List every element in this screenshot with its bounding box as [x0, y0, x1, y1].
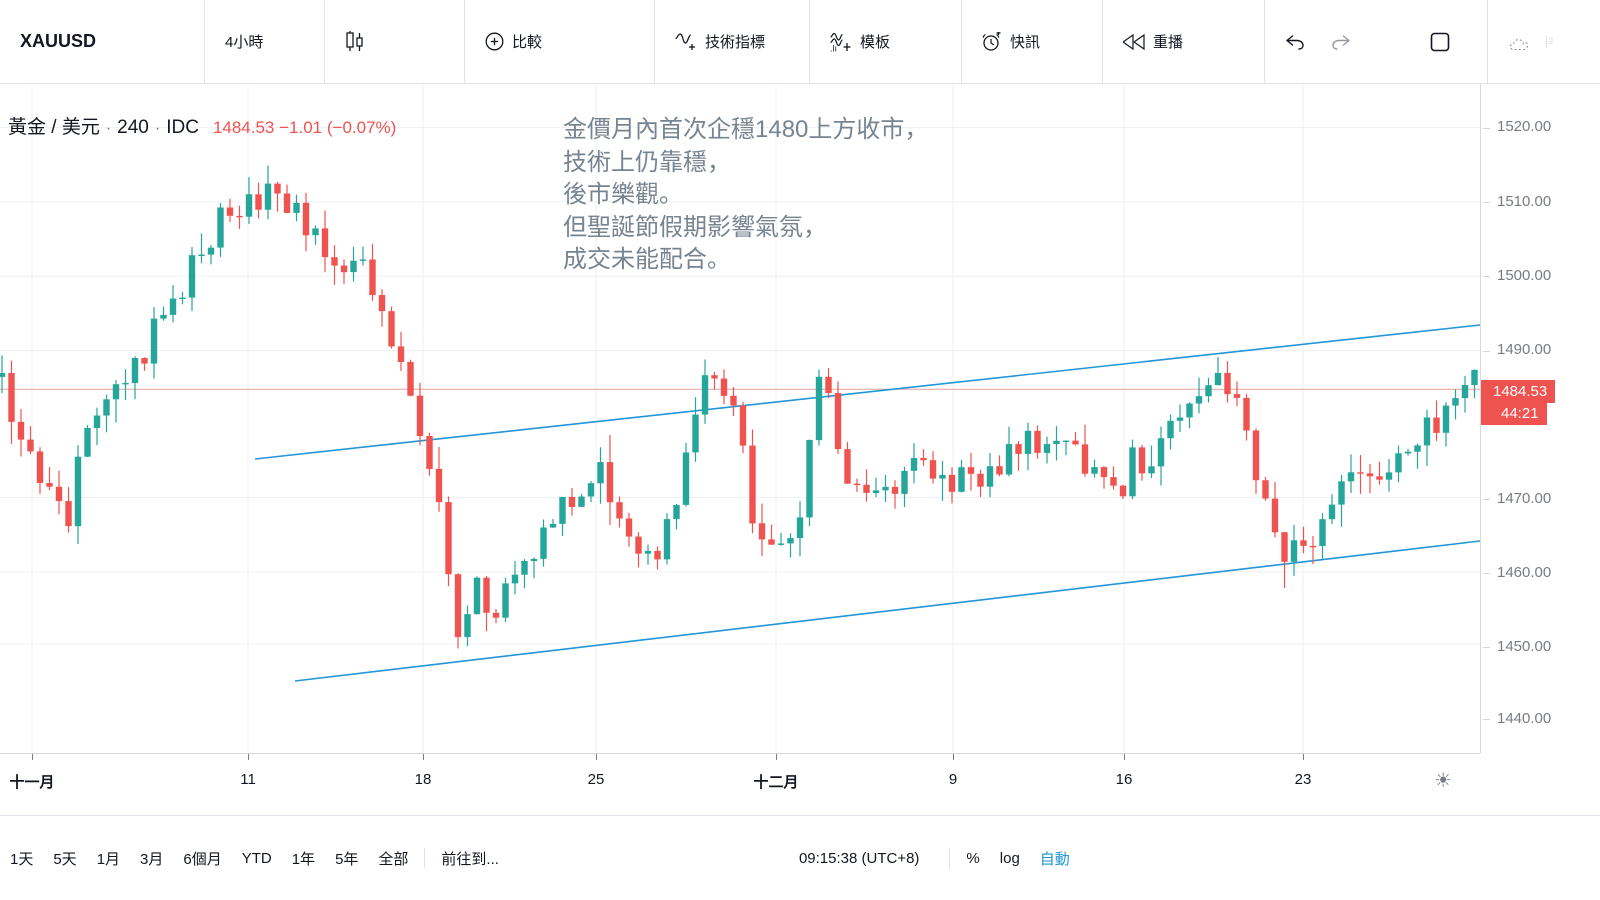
svg-text:.lı: .lı — [830, 43, 837, 52]
